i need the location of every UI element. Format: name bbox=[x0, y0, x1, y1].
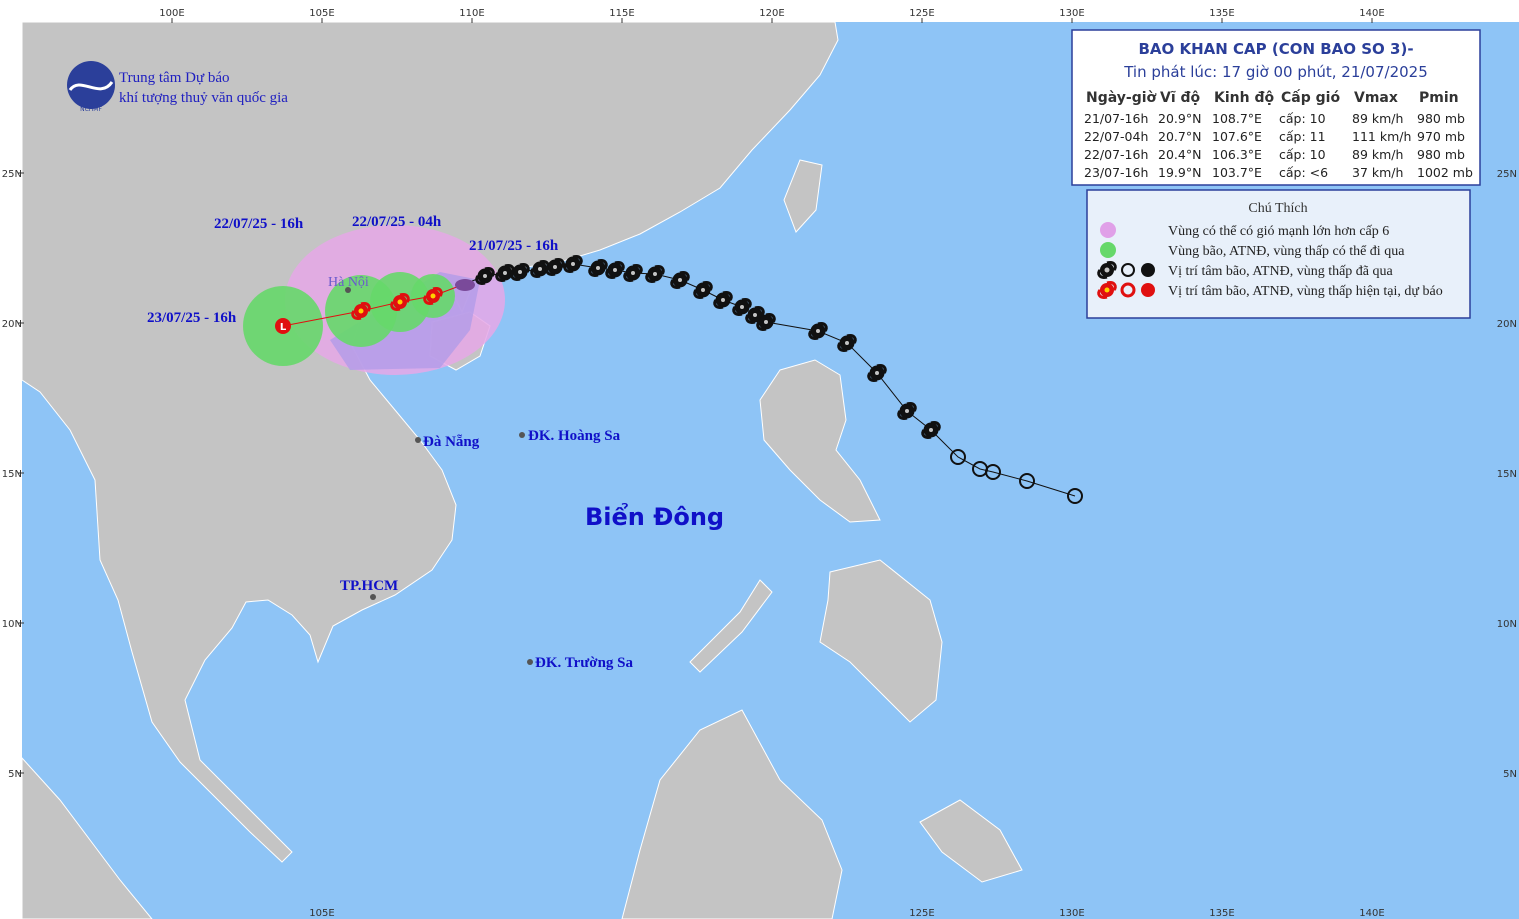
table-cell: 19.9°N bbox=[1158, 165, 1201, 180]
time-label: 22/07/25 - 04h bbox=[352, 214, 442, 230]
table-cell: 21/07-16h bbox=[1084, 111, 1148, 126]
lon-label: 130E bbox=[1059, 908, 1084, 919]
legend-item: Vị trí tâm bão, ATNĐ, vùng thấp đã qua bbox=[1168, 264, 1394, 279]
lon-label: 125E bbox=[909, 8, 934, 19]
legend-item: Vùng bão, ATNĐ, vùng thấp có thể đi qua bbox=[1168, 244, 1405, 259]
lat-label: 20N bbox=[1497, 319, 1517, 330]
place-label: ĐK. Trường Sa bbox=[535, 655, 634, 671]
table-cell: 89 km/h bbox=[1352, 111, 1403, 126]
table-cell: 20.7°N bbox=[1158, 129, 1201, 144]
lat-label: 20N bbox=[2, 319, 22, 330]
lon-label: 130E bbox=[1059, 8, 1084, 19]
lon-label: 140E bbox=[1359, 908, 1384, 919]
table-cell: 1002 mb bbox=[1417, 165, 1473, 180]
legend-item: Vị trí tâm bão, ATNĐ, vùng thấp hiện tại… bbox=[1168, 284, 1443, 299]
lon-label: 100E bbox=[159, 8, 184, 19]
place-label: ĐK. Hoàng Sa bbox=[528, 428, 621, 444]
lon-label: 120E bbox=[759, 8, 784, 19]
lon-label: 135E bbox=[1209, 8, 1234, 19]
lat-label: 25N bbox=[2, 169, 22, 180]
lon-label: 110E bbox=[459, 8, 484, 19]
legend: Chú Thích Vùng có thể có gió mạnh lớn hơ… bbox=[1086, 189, 1471, 319]
time-label: 22/07/25 - 16h bbox=[214, 216, 304, 232]
table-cell: 111 km/h bbox=[1352, 129, 1411, 144]
table-cell: 103.7°E bbox=[1212, 165, 1262, 180]
table-cell: cấp: 11 bbox=[1279, 129, 1326, 144]
table-header: Ngày-giờ bbox=[1086, 90, 1157, 106]
logo: NCHMF bbox=[67, 61, 115, 113]
table-cell: 970 mb bbox=[1417, 129, 1465, 144]
lon-label: 135E bbox=[1209, 908, 1234, 919]
table-header: Pmin bbox=[1419, 90, 1459, 106]
table-cell: 980 mb bbox=[1417, 147, 1465, 162]
place-label: TP.HCM bbox=[340, 578, 398, 594]
lat-label: 10N bbox=[1497, 619, 1517, 630]
bulletin: BAO KHAN CAP (CON BAO SO 3)- Tin phát lú… bbox=[1071, 29, 1481, 186]
lon-label: 125E bbox=[909, 908, 934, 919]
places bbox=[345, 287, 533, 665]
lon-label: 105E bbox=[309, 908, 334, 919]
lat-label: 5N bbox=[1503, 769, 1517, 780]
table-cell: 89 km/h bbox=[1352, 147, 1403, 162]
table-cell: 107.6°E bbox=[1212, 129, 1262, 144]
table-cell: 108.7°E bbox=[1212, 111, 1262, 126]
place-label: Đà Nẵng bbox=[423, 434, 480, 450]
lon-label: 105E bbox=[309, 8, 334, 19]
time-label: 21/07/25 - 16h bbox=[469, 238, 559, 254]
legend-item: Vùng có thể có gió mạnh lớn hơn cấp 6 bbox=[1168, 224, 1389, 239]
table-cell: cấp: 10 bbox=[1279, 111, 1326, 126]
logo-text: NCHMF bbox=[80, 106, 102, 113]
svg-text:L: L bbox=[280, 322, 287, 333]
past-track bbox=[461, 255, 1083, 504]
table-cell: 20.9°N bbox=[1158, 111, 1201, 126]
lat-label: 25N bbox=[1497, 169, 1517, 180]
table-cell: 22/07-16h bbox=[1084, 147, 1148, 162]
table-header: Vmax bbox=[1354, 90, 1398, 106]
table-cell: cấp: <6 bbox=[1279, 165, 1328, 180]
lat-label: 15N bbox=[2, 469, 22, 480]
table-cell: 980 mb bbox=[1417, 111, 1465, 126]
bulletin-title: BAO KHAN CAP (CON BAO SO 3)- bbox=[1138, 40, 1413, 58]
table-cell: 22/07-04h bbox=[1084, 129, 1148, 144]
org-name: khí tượng thuỷ văn quốc gia bbox=[119, 90, 288, 106]
table-cell: 23/07-16h bbox=[1084, 165, 1148, 180]
table-cell: 106.3°E bbox=[1212, 147, 1262, 162]
legend-title: Chú Thích bbox=[1248, 201, 1307, 216]
table-cell: 37 km/h bbox=[1352, 165, 1403, 180]
table-header: Kinh độ bbox=[1214, 90, 1274, 106]
lon-label: 140E bbox=[1359, 8, 1384, 19]
table-header: Vĩ độ bbox=[1160, 90, 1201, 106]
land bbox=[21, 21, 1023, 919]
time-label: 23/07/25 - 16h bbox=[147, 310, 237, 326]
lat-label: 10N bbox=[2, 619, 22, 630]
lat-label: 15N bbox=[1497, 469, 1517, 480]
forecast-track: L bbox=[275, 279, 475, 334]
bulletin-issued: Tin phát lúc: 17 giờ 00 phút, 21/07/2025 bbox=[1123, 63, 1428, 81]
lon-label: 115E bbox=[609, 8, 634, 19]
table-header: Cấp gió bbox=[1281, 89, 1340, 106]
lat-label: 5N bbox=[8, 769, 22, 780]
table-cell: cấp: 10 bbox=[1279, 147, 1326, 162]
place-label: Hà Nội bbox=[328, 275, 369, 290]
table-cell: 20.4°N bbox=[1158, 147, 1201, 162]
sea-label: Biển Đông bbox=[585, 501, 724, 531]
org-name: Trung tâm Dự báo bbox=[119, 70, 230, 86]
